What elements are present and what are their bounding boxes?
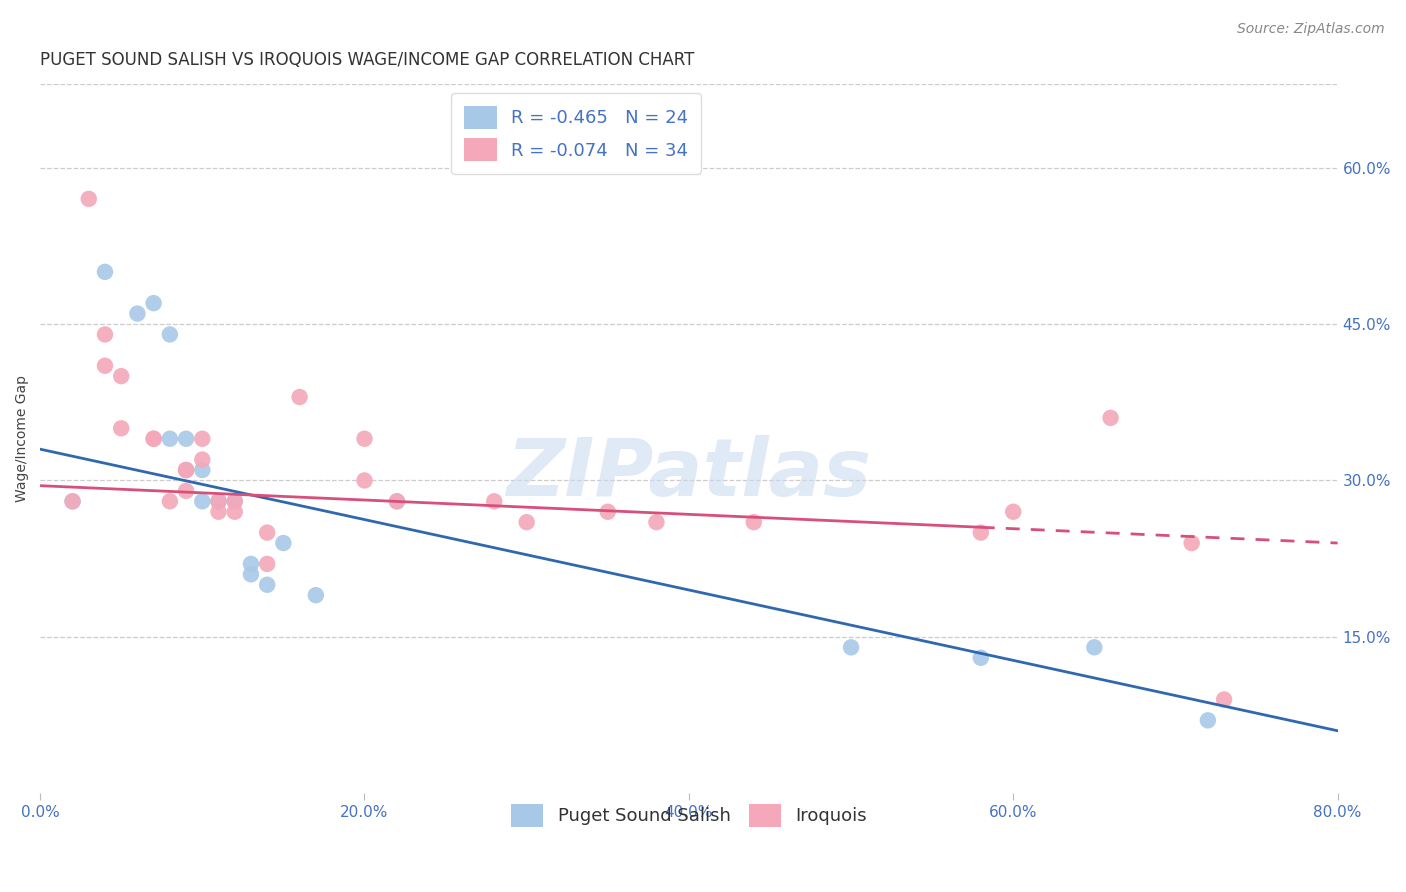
Point <box>110 421 132 435</box>
Point <box>174 463 197 477</box>
Point <box>191 432 214 446</box>
Point <box>256 578 278 592</box>
Point <box>174 483 197 498</box>
Point <box>142 432 165 446</box>
Point <box>207 494 229 508</box>
Point <box>742 515 765 529</box>
Point <box>159 327 181 342</box>
Point <box>385 494 408 508</box>
Point <box>596 505 619 519</box>
Point <box>645 515 668 529</box>
Point <box>174 463 197 477</box>
Point <box>174 432 197 446</box>
Point <box>77 192 100 206</box>
Point <box>288 390 311 404</box>
Point <box>207 505 229 519</box>
Point <box>1083 640 1105 655</box>
Point <box>191 494 214 508</box>
Y-axis label: Wage/Income Gap: Wage/Income Gap <box>15 376 30 502</box>
Point <box>839 640 862 655</box>
Point <box>224 505 246 519</box>
Point <box>484 494 506 508</box>
Point <box>207 494 229 508</box>
Point <box>256 525 278 540</box>
Point <box>970 525 993 540</box>
Point <box>94 359 117 373</box>
Point <box>1213 692 1236 706</box>
Point <box>62 494 84 508</box>
Point <box>191 463 214 477</box>
Point <box>1002 505 1025 519</box>
Point <box>353 474 375 488</box>
Point <box>224 494 246 508</box>
Point <box>1099 410 1122 425</box>
Point <box>353 432 375 446</box>
Point <box>94 327 117 342</box>
Point <box>239 557 262 571</box>
Point <box>142 296 165 310</box>
Point <box>1181 536 1204 550</box>
Point <box>110 369 132 384</box>
Point <box>305 588 328 602</box>
Text: PUGET SOUND SALISH VS IROQUOIS WAGE/INCOME GAP CORRELATION CHART: PUGET SOUND SALISH VS IROQUOIS WAGE/INCO… <box>41 51 695 69</box>
Point <box>970 650 993 665</box>
Point <box>62 494 84 508</box>
Point <box>207 494 229 508</box>
Legend: Puget Sound Salish, Iroquois: Puget Sound Salish, Iroquois <box>503 797 875 834</box>
Point <box>191 452 214 467</box>
Point <box>159 432 181 446</box>
Point <box>142 432 165 446</box>
Point <box>127 307 149 321</box>
Point <box>516 515 538 529</box>
Point <box>1197 714 1219 728</box>
Point <box>385 494 408 508</box>
Text: ZIPatlas: ZIPatlas <box>506 435 872 513</box>
Point <box>94 265 117 279</box>
Point <box>256 557 278 571</box>
Point <box>159 494 181 508</box>
Point <box>239 567 262 582</box>
Point <box>174 463 197 477</box>
Point <box>273 536 295 550</box>
Text: Source: ZipAtlas.com: Source: ZipAtlas.com <box>1237 22 1385 37</box>
Point <box>224 494 246 508</box>
